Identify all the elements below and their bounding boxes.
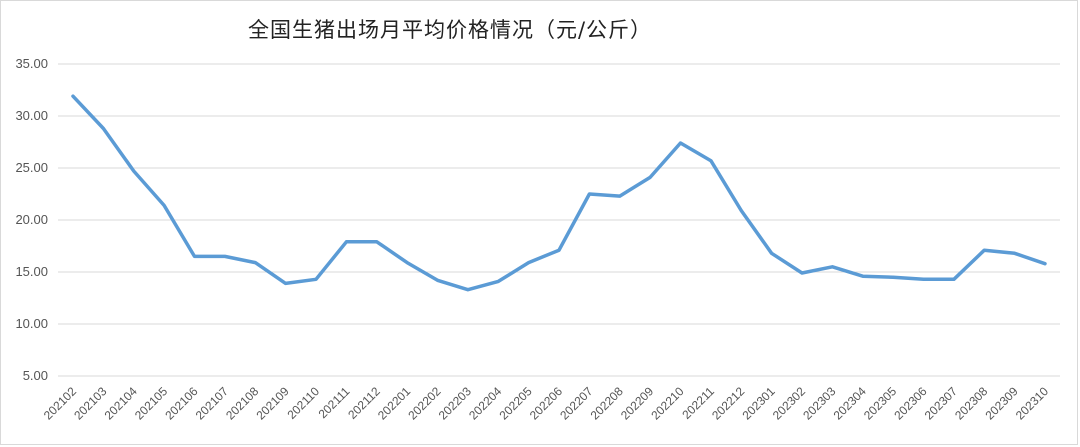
x-tick-label: 202110 [285,384,323,422]
x-tick-label: 202305 [861,384,899,422]
x-tick-label: 202301 [740,384,778,422]
chart-title: 全国生猪出场月平均价格情况（元/公斤） [247,18,653,42]
x-tick-label: 202308 [952,384,990,422]
x-tick-label: 202209 [618,384,656,422]
x-tick-label: 202309 [983,384,1021,422]
x-tick-label: 202103 [71,384,109,422]
x-tick-label: 202106 [162,384,200,422]
x-tick-label: 202204 [466,384,504,422]
y-tick-label: 35.00 [15,56,48,71]
x-tick-label: 202306 [891,384,929,422]
y-tick-label: 15.00 [15,264,48,279]
y-axis-ticks: 5.00 10.00 15.00 20.00 25.00 30.00 35.00 [15,56,48,383]
x-tick-label: 202206 [527,384,565,422]
x-tick-label: 202202 [405,384,443,422]
x-tick-label: 202105 [132,384,170,422]
x-tick-label: 202102 [41,384,79,422]
x-tick-label: 202203 [436,384,474,422]
x-tick-label: 202207 [557,384,595,422]
x-tick-label: 202307 [922,384,960,422]
x-tick-label: 202107 [193,384,231,422]
x-tick-label: 202304 [831,384,869,422]
x-tick-label: 202201 [375,384,413,422]
x-axis-ticks: 2021022021032021042021052021062021072021… [41,384,1051,422]
x-tick-label: 202302 [770,384,808,422]
y-tick-label: 20.00 [15,212,48,227]
x-tick-label: 202310 [1013,384,1051,422]
gridlines [58,63,1060,377]
x-tick-label: 202109 [254,384,292,422]
series-line [71,94,1047,292]
y-tick-label: 10.00 [15,316,48,331]
y-tick-label: 25.00 [15,160,48,175]
y-tick-label: 30.00 [15,108,48,123]
x-tick-label: 202205 [497,384,535,422]
series-lines [71,94,1047,292]
x-tick-label: 202303 [800,384,838,422]
x-tick-label: 202212 [709,384,747,422]
x-tick-label: 202108 [223,384,261,422]
y-tick-label: 5.00 [23,368,48,383]
x-tick-label: 202104 [102,384,140,422]
x-tick-label: 202210 [648,384,686,422]
x-tick-label: 202111 [316,384,353,421]
x-tick-label: 202208 [588,384,626,422]
